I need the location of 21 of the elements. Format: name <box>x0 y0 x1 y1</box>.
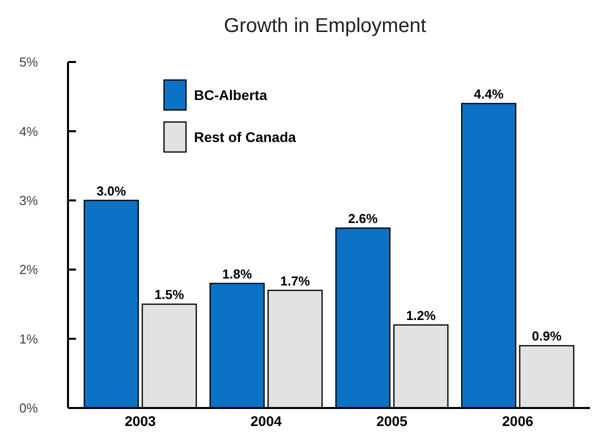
data-label: 4.4% <box>474 86 504 102</box>
y-tick-label: 1% <box>19 331 38 346</box>
data-label: 3.0% <box>96 183 127 198</box>
chart-title: Growth in Employment <box>224 15 427 37</box>
data-label: 1.5% <box>154 287 185 302</box>
y-tick-label: 3% <box>19 192 38 208</box>
data-label: 1.8% <box>222 266 252 282</box>
y-tick-label: 0% <box>19 400 38 416</box>
y-tick-label: 4% <box>19 124 38 139</box>
x-tick-label: 2006 <box>502 413 534 429</box>
legend-label: Rest of Canada <box>194 128 296 145</box>
legend-label: BC-Alberta <box>194 86 268 103</box>
data-label: 1.7% <box>280 273 310 288</box>
data-label: 1.2% <box>406 308 436 323</box>
x-tick-label: 2004 <box>250 413 282 429</box>
data-label: 2.6% <box>348 211 378 226</box>
y-tick-label: 2% <box>19 262 38 278</box>
x-tick-label: 2005 <box>376 413 408 429</box>
x-tick-label: 2003 <box>124 413 156 429</box>
data-label: 0.9% <box>532 328 562 344</box>
y-tick-label: 5% <box>19 54 38 70</box>
